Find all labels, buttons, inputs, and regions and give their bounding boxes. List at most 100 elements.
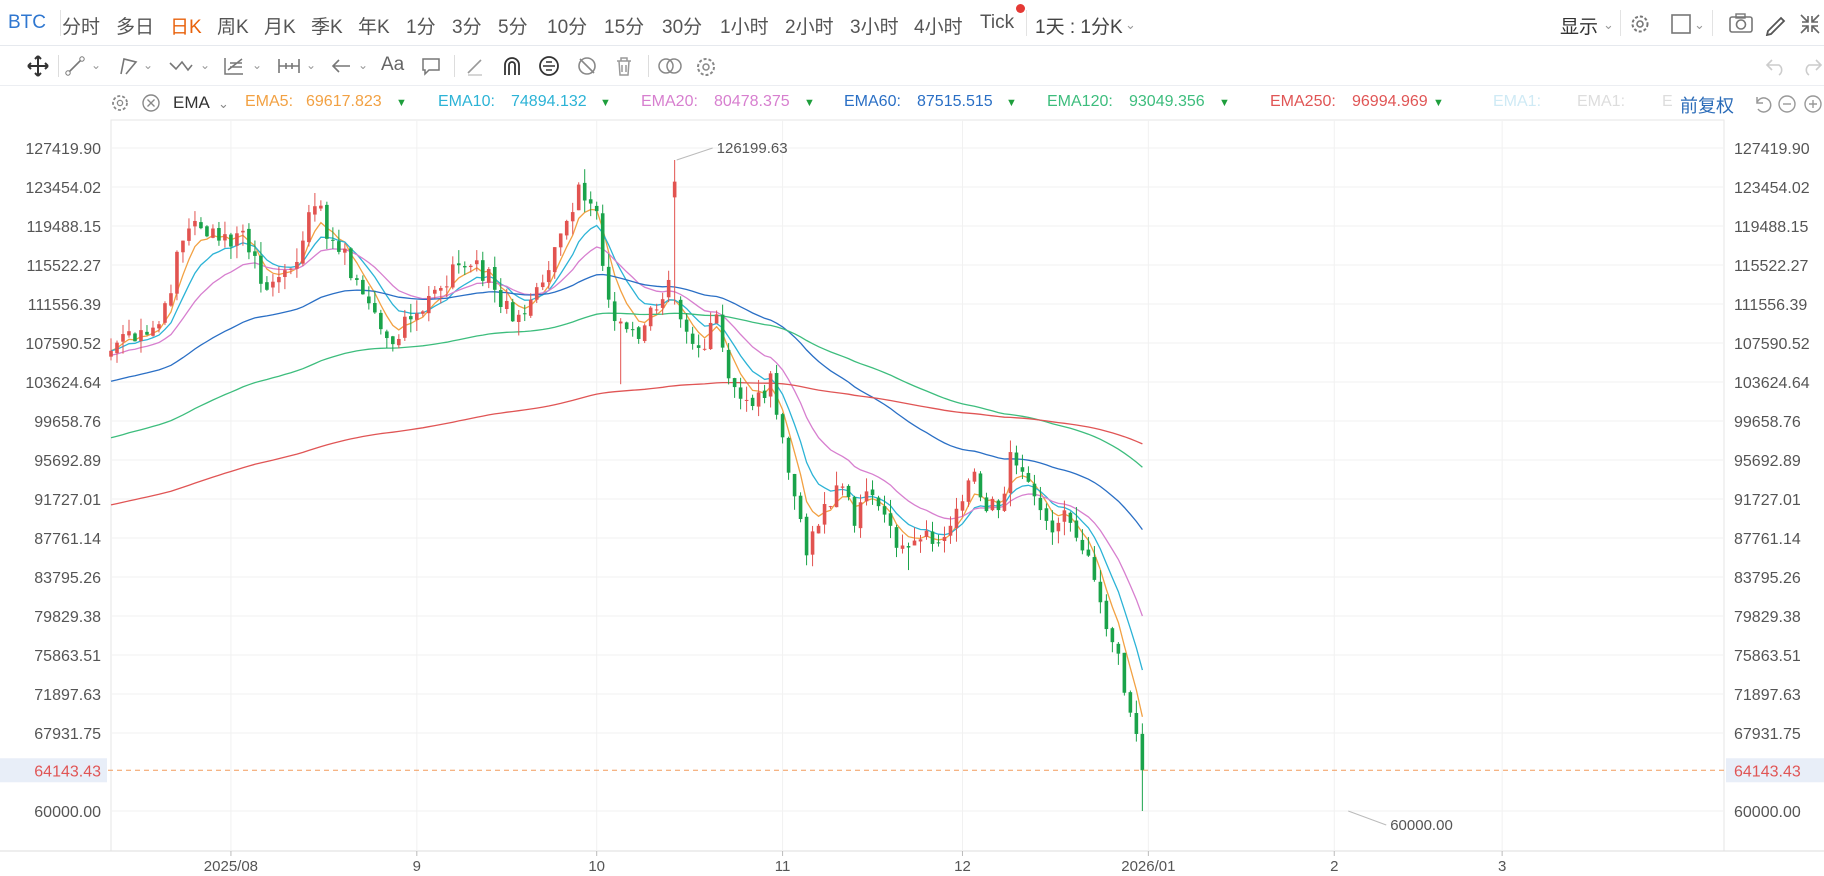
candle[interactable] bbox=[433, 286, 437, 299]
candle[interactable] bbox=[816, 523, 821, 534]
candle[interactable] bbox=[1086, 536, 1091, 557]
chevron-down-icon[interactable]: ⌄ bbox=[1694, 17, 1705, 32]
candle[interactable] bbox=[978, 471, 983, 502]
candle[interactable] bbox=[145, 325, 149, 336]
candle[interactable] bbox=[840, 483, 845, 496]
candle[interactable] bbox=[163, 301, 167, 326]
candle[interactable] bbox=[1014, 445, 1019, 475]
candle[interactable] bbox=[576, 182, 581, 211]
ema250-toggle[interactable]: ▼ bbox=[1433, 97, 1444, 109]
undo-icon[interactable] bbox=[1764, 55, 1788, 77]
candle[interactable] bbox=[522, 304, 527, 322]
ema120-toggle[interactable]: ▼ bbox=[1219, 97, 1230, 109]
candle[interactable] bbox=[438, 285, 443, 304]
candle[interactable] bbox=[403, 309, 407, 341]
candle[interactable] bbox=[313, 193, 317, 222]
candle[interactable] bbox=[409, 303, 413, 333]
magnet-icon[interactable] bbox=[500, 54, 524, 78]
candle[interactable] bbox=[696, 334, 701, 358]
candle[interactable] bbox=[738, 377, 743, 410]
candle[interactable] bbox=[858, 494, 863, 538]
candle[interactable] bbox=[546, 261, 551, 289]
candle[interactable] bbox=[888, 499, 893, 539]
tab-5min[interactable]: 5分 bbox=[498, 17, 528, 38]
arrow-icon[interactable] bbox=[330, 55, 352, 77]
candle[interactable] bbox=[822, 492, 827, 534]
candle[interactable] bbox=[798, 492, 803, 523]
period-selector[interactable]: 1天 : 1分K bbox=[1035, 17, 1123, 38]
candle[interactable] bbox=[786, 436, 791, 480]
text-icon[interactable]: Aa bbox=[381, 54, 405, 75]
candle[interactable] bbox=[678, 296, 683, 328]
chevron-down-icon[interactable]: ⌄ bbox=[91, 58, 102, 72]
candle[interactable] bbox=[391, 335, 395, 352]
candle[interactable] bbox=[109, 338, 113, 361]
pencil-icon[interactable] bbox=[1764, 12, 1788, 36]
candle[interactable] bbox=[900, 534, 905, 554]
chevron-down-icon[interactable]: ⌄ bbox=[218, 96, 229, 111]
candle[interactable] bbox=[1128, 690, 1133, 717]
redo-icon[interactable] bbox=[1800, 55, 1824, 77]
candle[interactable] bbox=[1098, 570, 1103, 614]
candle[interactable] bbox=[199, 217, 203, 230]
compare-icon[interactable] bbox=[656, 55, 684, 77]
candle[interactable] bbox=[810, 525, 815, 567]
tab-30min[interactable]: 30分 bbox=[662, 17, 703, 38]
candle[interactable] bbox=[331, 227, 335, 249]
indicator-settings-icon[interactable] bbox=[110, 93, 130, 113]
candle[interactable] bbox=[732, 377, 737, 398]
candle[interactable] bbox=[642, 323, 647, 344]
candle[interactable] bbox=[427, 286, 431, 322]
candle[interactable] bbox=[894, 524, 899, 558]
candle[interactable] bbox=[241, 224, 245, 246]
candle[interactable] bbox=[834, 471, 839, 508]
candle[interactable] bbox=[1050, 510, 1055, 545]
candle[interactable] bbox=[1068, 511, 1073, 532]
candle[interactable] bbox=[1080, 529, 1085, 555]
candle[interactable] bbox=[253, 240, 257, 269]
candle[interactable] bbox=[570, 202, 575, 235]
tab-tick[interactable]: Tick bbox=[980, 12, 1015, 33]
candle[interactable] bbox=[367, 286, 371, 310]
line-icon[interactable] bbox=[64, 55, 86, 77]
collapse-icon[interactable] bbox=[1798, 12, 1822, 36]
candle[interactable] bbox=[217, 221, 221, 246]
hide-icon[interactable] bbox=[575, 54, 599, 78]
candle[interactable] bbox=[468, 264, 473, 273]
polyline-icon[interactable] bbox=[118, 55, 140, 77]
candle[interactable] bbox=[708, 312, 713, 350]
candle[interactable] bbox=[247, 223, 251, 260]
tab-monthly[interactable]: 月K bbox=[264, 17, 296, 38]
candle[interactable] bbox=[504, 288, 509, 314]
candle[interactable] bbox=[654, 303, 659, 314]
candle[interactable] bbox=[984, 492, 989, 513]
settings-icon[interactable] bbox=[694, 55, 718, 79]
candle[interactable] bbox=[720, 304, 725, 353]
pen-icon[interactable] bbox=[464, 55, 486, 77]
symbol-label[interactable]: BTC bbox=[8, 12, 46, 33]
candle[interactable] bbox=[444, 275, 449, 298]
candle[interactable] bbox=[852, 495, 857, 533]
candle[interactable] bbox=[325, 201, 329, 250]
measure-icon[interactable] bbox=[276, 55, 302, 77]
candle[interactable] bbox=[552, 247, 557, 279]
candle[interactable] bbox=[630, 321, 635, 337]
fib-icon[interactable] bbox=[222, 55, 246, 77]
tab-3min[interactable]: 3分 bbox=[452, 17, 482, 38]
candle[interactable] bbox=[480, 251, 485, 287]
candle[interactable] bbox=[271, 274, 275, 297]
candle[interactable] bbox=[876, 495, 881, 511]
candle[interactable] bbox=[265, 276, 269, 291]
candle[interactable] bbox=[361, 275, 365, 295]
candle[interactable] bbox=[115, 340, 119, 363]
chevron-down-icon[interactable]: ⌄ bbox=[306, 58, 317, 72]
candle[interactable] bbox=[283, 264, 287, 290]
candle[interactable] bbox=[1032, 474, 1037, 506]
candle[interactable] bbox=[319, 200, 323, 212]
candle[interactable] bbox=[133, 332, 137, 342]
candle[interactable] bbox=[181, 240, 185, 263]
candle[interactable] bbox=[175, 250, 179, 301]
candle[interactable] bbox=[1062, 500, 1067, 536]
ema60-toggle[interactable]: ▼ bbox=[1006, 97, 1017, 109]
